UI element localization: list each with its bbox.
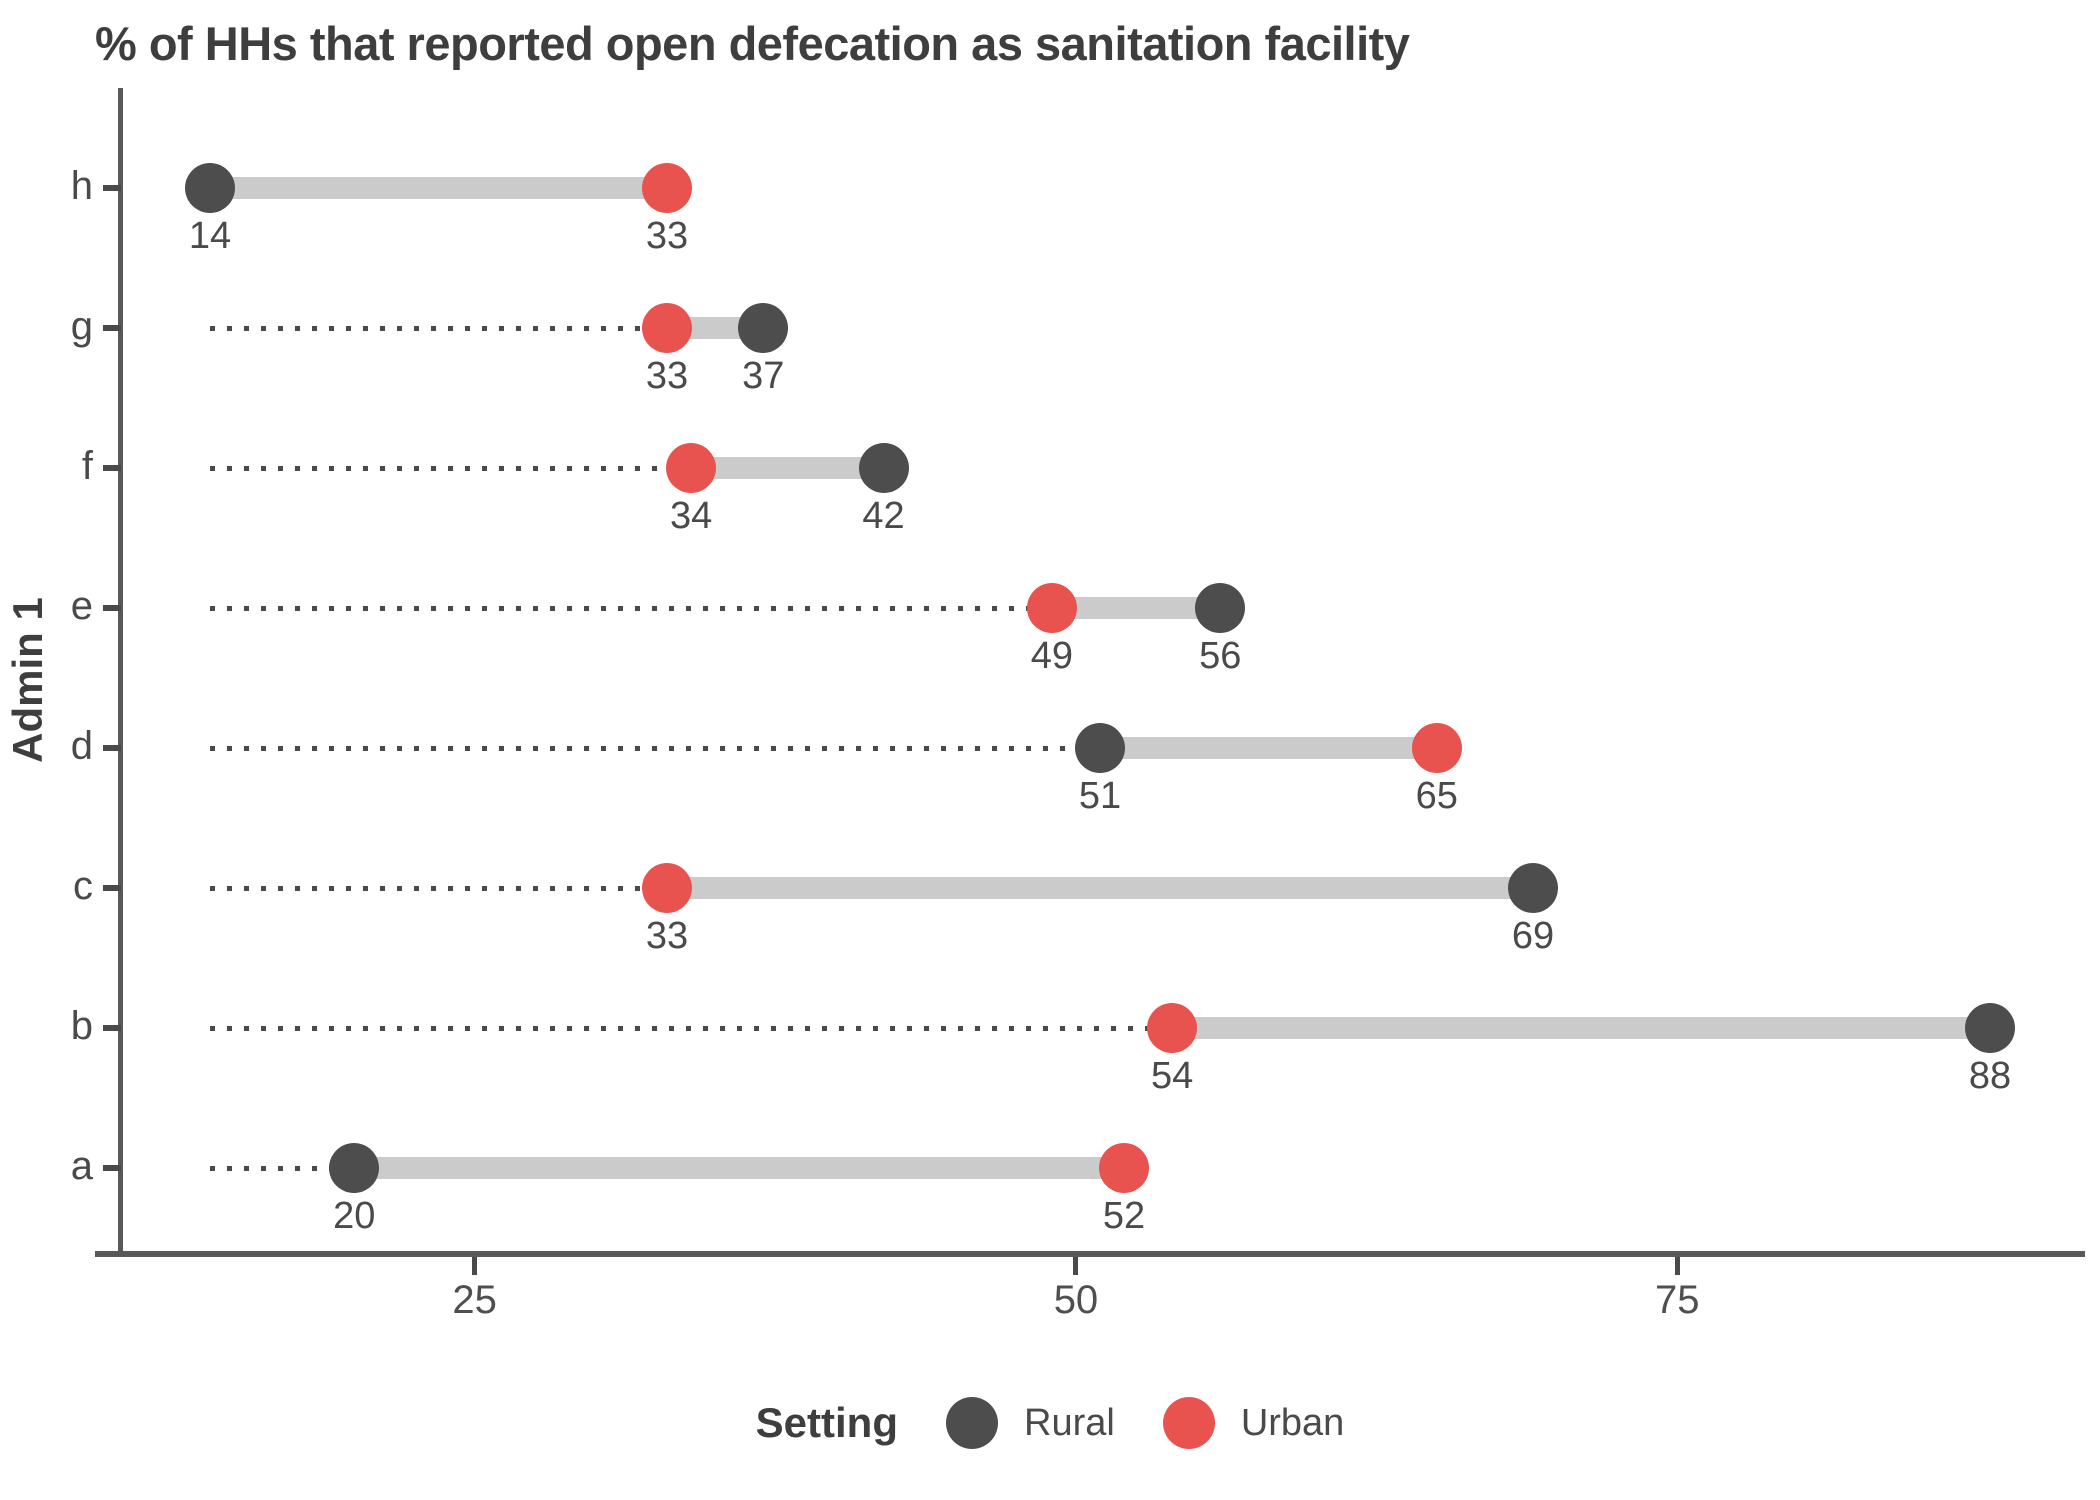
x-tick-label: 75 (1655, 1278, 1700, 1322)
y-axis-line (118, 88, 123, 1256)
value-label: 51 (1078, 775, 1122, 817)
value-label: 42 (862, 495, 905, 537)
y-axis-tick (103, 605, 121, 611)
legend-entries: Rural Urban (946, 1397, 1344, 1449)
dot-urban (642, 163, 693, 213)
connector-bar (1051, 597, 1221, 619)
y-tick-label: c (73, 864, 93, 908)
value-label: 49 (1030, 635, 1074, 677)
connector-bar (354, 1157, 1125, 1179)
dot-rural (329, 1143, 380, 1193)
y-axis-tick (103, 1165, 121, 1171)
dot-urban (1026, 583, 1077, 633)
value-label: 33 (645, 915, 689, 957)
value-label: 56 (1199, 635, 1242, 677)
legend: Setting Rural Urban (0, 1388, 2100, 1458)
dot-urban (1099, 1143, 1150, 1193)
dot-urban (666, 443, 717, 493)
x-axis-tick (1674, 1257, 1680, 1275)
value-label: 88 (1968, 1055, 2012, 1097)
leader-line (210, 325, 668, 331)
value-label: 52 (1102, 1195, 1146, 1237)
value-label: 20 (333, 1195, 376, 1237)
y-axis-tick (103, 1025, 121, 1031)
value-label: 14 (188, 215, 232, 257)
y-tick-label: e (70, 584, 93, 628)
dot-rural (738, 303, 789, 353)
legend-entry: Urban (1162, 1397, 1345, 1449)
y-axis-tick (103, 325, 121, 331)
legend-label: Rural (1024, 1401, 1115, 1444)
y-axis-tick (103, 885, 121, 891)
x-axis-tick (472, 1257, 478, 1275)
leader-line (210, 465, 692, 471)
legend-swatch-rural-icon (946, 1397, 998, 1449)
dot-urban (642, 863, 693, 913)
dot-urban (1411, 723, 1462, 773)
y-tick-label: g (70, 304, 93, 348)
y-tick-label: h (70, 164, 93, 208)
chart-title: % of HHs that reported open defecation a… (95, 17, 1410, 70)
y-axis-title: Admin 1 (4, 597, 51, 763)
plot-area: 14 33 37 33 42 34 56 49 51 65 69 33 88 54 20 52 (121, 118, 2079, 1253)
dot-rural (1075, 723, 1125, 773)
y-tick-label: a (70, 1144, 93, 1188)
leader-line (210, 1165, 355, 1171)
x-axis-tick (1073, 1257, 1079, 1275)
x-tick-label: 50 (1053, 1278, 1099, 1322)
dot-rural (1507, 863, 1558, 913)
dot-urban (642, 303, 693, 353)
connector-bar (1172, 1017, 1990, 1039)
value-label: 54 (1151, 1055, 1194, 1097)
dot-rural (858, 443, 909, 493)
connector-bar (210, 177, 668, 199)
legend-entry: Rural (946, 1397, 1115, 1449)
dot-urban (1147, 1003, 1198, 1053)
x-tick-label: 25 (452, 1278, 497, 1322)
x-axis-line (95, 1251, 2085, 1257)
dot-rural (1195, 583, 1246, 633)
y-tick-label: f (81, 444, 93, 488)
leader-line (210, 605, 1052, 611)
y-tick-label: d (70, 724, 93, 768)
y-axis-tick (103, 465, 121, 471)
leader-line (210, 745, 1100, 751)
dot-rural (185, 163, 235, 213)
value-label: 65 (1415, 775, 1458, 817)
y-axis-tick (103, 745, 121, 751)
legend-label: Urban (1240, 1401, 1345, 1444)
leader-line (210, 1025, 1173, 1031)
legend-swatch-urban-icon (1162, 1397, 1215, 1449)
value-label: 69 (1511, 915, 1555, 957)
connector-bar (691, 457, 884, 479)
value-label: 33 (645, 355, 689, 397)
value-label: 37 (742, 355, 785, 397)
y-axis-tick (103, 185, 121, 191)
value-label: 34 (669, 495, 713, 537)
dot-rural (1965, 1003, 2015, 1053)
y-tick-label: b (70, 1004, 93, 1048)
legend-title: Setting (755, 1399, 898, 1446)
connector-bar (667, 877, 1533, 899)
leader-line (210, 885, 668, 891)
value-label: 33 (645, 215, 689, 257)
connector-bar (1100, 737, 1437, 759)
